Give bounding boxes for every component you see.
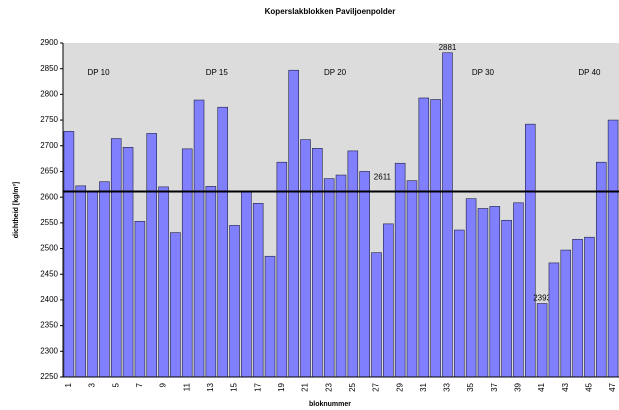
x-tick-label: 29: [395, 382, 404, 391]
bar: [595, 161, 607, 378]
bar: [158, 186, 169, 378]
y-tick-label: 2600: [40, 192, 58, 201]
bar: [501, 219, 512, 378]
bar: [548, 262, 560, 378]
bar: [465, 198, 477, 378]
bar: [264, 255, 276, 378]
annotation: DP 30: [472, 68, 495, 77]
y-tick-label: 2800: [40, 89, 58, 98]
bar: [122, 147, 134, 378]
y-tick-label: 2350: [40, 321, 58, 330]
bar: [418, 97, 430, 378]
x-tick-label: 35: [466, 382, 475, 391]
x-tick-label: 31: [419, 382, 428, 391]
bar: [454, 229, 465, 378]
x-tick-label: 25: [348, 382, 357, 391]
bar: [181, 148, 193, 378]
bar: [205, 186, 217, 378]
x-tick-label: 23: [324, 382, 333, 391]
bar: [406, 180, 418, 378]
y-tick-label: 2700: [40, 141, 58, 150]
x-tick-label: 19: [277, 382, 286, 391]
y-tick-label: 2850: [40, 64, 58, 73]
x-tick-label: 17: [253, 382, 262, 391]
x-axis-label: bloknummer: [309, 401, 351, 408]
bar: [229, 225, 240, 378]
bar: [394, 162, 406, 378]
bar: [560, 249, 572, 378]
annotation: DP 20: [324, 68, 347, 77]
x-tick-label: 1: [64, 382, 73, 387]
bar: [442, 52, 453, 378]
x-tick-label: 3: [88, 382, 97, 387]
bar: [536, 303, 548, 378]
y-tick-label: 2650: [40, 167, 58, 176]
y-tick-label: 2300: [40, 346, 58, 355]
bar: [241, 191, 252, 378]
bar: [584, 236, 595, 378]
bar: [430, 99, 441, 378]
bar: [276, 161, 288, 378]
y-tick-label: 2450: [40, 269, 58, 278]
bar: [489, 206, 501, 378]
bar: [110, 138, 122, 378]
x-tick-label: 33: [443, 382, 452, 391]
bar: [87, 190, 98, 378]
bar: [146, 133, 157, 378]
annotation: DP 15: [206, 68, 229, 77]
x-tick-label: 43: [561, 382, 570, 391]
bar: [359, 171, 370, 378]
value-label: 2393: [533, 294, 551, 303]
bar: [217, 106, 228, 378]
y-tick-label: 2500: [40, 244, 58, 253]
x-tick-label: 7: [135, 382, 144, 387]
x-tick-label: 41: [537, 382, 546, 391]
x-tick-label: 27: [372, 382, 381, 391]
bar: [607, 119, 619, 378]
value-label: 2881: [439, 43, 457, 52]
bar: [63, 131, 75, 378]
bar: [513, 202, 524, 378]
x-tick-label: 11: [182, 382, 191, 391]
bar: [347, 150, 359, 378]
reference-label: 2611: [374, 173, 392, 182]
x-tick-label: 37: [490, 382, 499, 391]
bar: [288, 69, 299, 378]
x-tick-label: 9: [159, 382, 168, 387]
bar: [134, 221, 146, 378]
annotation: DP 40: [578, 68, 601, 77]
x-tick-label: 21: [301, 382, 310, 391]
bar: [477, 208, 489, 378]
bar: [312, 148, 323, 378]
y-axis-label: dichtheid [kg/m³]: [13, 182, 20, 238]
bar: [170, 232, 181, 378]
bar: [335, 174, 347, 378]
annotation: DP 10: [87, 68, 110, 77]
chart-title: Koperslakblokken Paviljoenpolder: [265, 7, 396, 16]
bar: [371, 252, 382, 378]
bar: [323, 178, 335, 378]
bar: [75, 185, 87, 378]
x-tick-label: 45: [585, 382, 594, 391]
x-tick-label: 13: [206, 382, 215, 391]
y-tick-label: 2550: [40, 218, 58, 227]
bar: [99, 181, 110, 378]
y-tick-label: 2400: [40, 295, 58, 304]
x-tick-label: 47: [608, 382, 617, 391]
y-tick-label: 2900: [40, 38, 58, 47]
x-tick-label: 39: [514, 382, 523, 391]
bar: [252, 203, 264, 378]
y-tick-label: 2250: [40, 372, 58, 381]
x-tick-label: 15: [230, 382, 239, 391]
bar: [525, 123, 536, 378]
x-tick-label: 5: [111, 382, 120, 387]
y-tick-label: 2750: [40, 115, 58, 124]
bar: [383, 223, 394, 378]
bar: [193, 99, 205, 378]
bar: [572, 238, 583, 378]
bar: [300, 139, 311, 378]
